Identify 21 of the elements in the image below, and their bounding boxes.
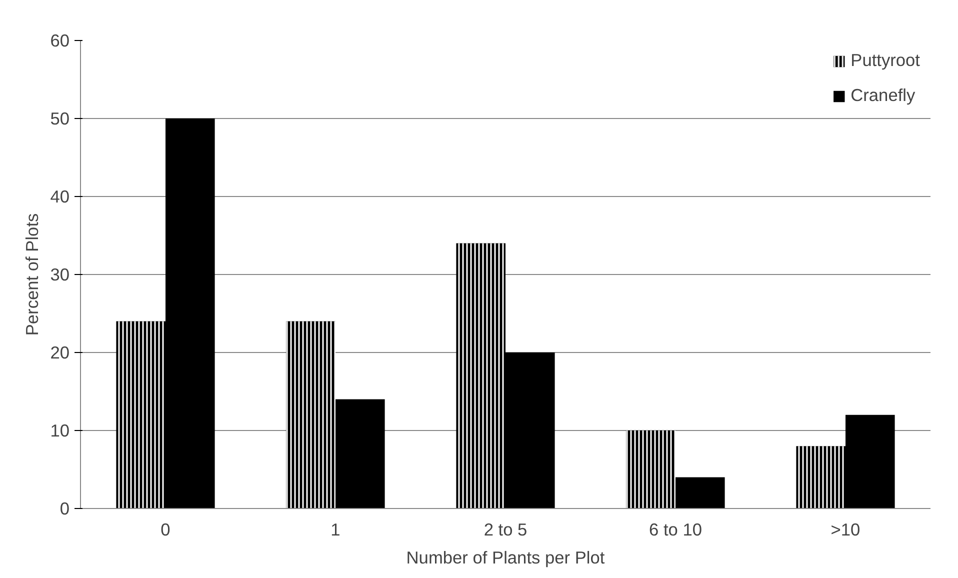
x-tick-label: 2 to 5 [484, 520, 528, 540]
y-tick-label: 20 [50, 342, 70, 362]
y-tick-label: 60 [50, 30, 70, 50]
y-axis-title: Percent of Plots [22, 213, 42, 336]
bar [506, 352, 555, 508]
bar [846, 414, 895, 508]
x-tick-label: 0 [160, 520, 170, 540]
y-tick-label: 40 [50, 186, 70, 206]
x-tick-label: 1 [330, 520, 340, 540]
legend-label: Cranefly [850, 85, 916, 106]
bar [166, 118, 215, 508]
legend-label: Puttyroot [850, 50, 920, 71]
y-tick-label: 30 [50, 264, 70, 284]
y-tick-label: 0 [60, 498, 70, 518]
bar [336, 399, 385, 508]
x-tick-label: 6 to 10 [649, 520, 702, 540]
x-tick-label: >10 [830, 520, 860, 540]
bar [676, 477, 725, 508]
x-axis-title: Number of Plants per Plot [406, 548, 605, 568]
y-tick-label: 10 [50, 420, 70, 440]
y-tick-label: 50 [50, 108, 70, 128]
